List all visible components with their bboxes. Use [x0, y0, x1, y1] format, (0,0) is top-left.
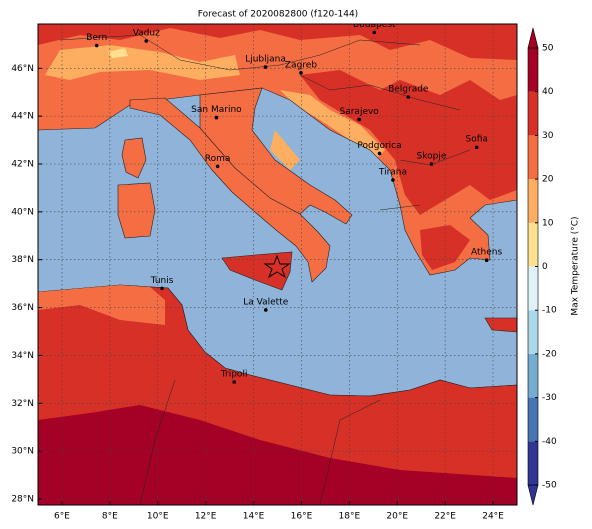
tunisia-coast [38, 285, 165, 325]
colorbar-label: Max Temperature (°C) [571, 216, 581, 315]
x-tick-label: 18°E [339, 512, 361, 522]
colorbar-tick-label: 20 [542, 175, 554, 185]
colorbar-band [528, 222, 538, 267]
grid [38, 24, 517, 505]
x-tick-label: 8°E [102, 512, 118, 522]
sardinia [117, 182, 156, 239]
colorbar-tick-label: -20 [542, 349, 557, 359]
city-dot [299, 71, 303, 75]
x-tick-label: 14°E [243, 512, 265, 522]
city-label: Tripoli [220, 369, 248, 379]
city-label: Tirana [378, 168, 407, 178]
city-dot [372, 30, 377, 35]
alps-cool [45, 45, 240, 80]
apennines [270, 130, 300, 170]
city-label: Vaduz [133, 28, 160, 38]
colorbar-tick-label: 50 [542, 44, 554, 54]
city-dot [263, 308, 268, 312]
y-tick-label: 30°N [11, 447, 34, 457]
city-dot [144, 39, 149, 43]
city-dot [215, 164, 220, 169]
city-label: Belgrade [388, 84, 429, 94]
colorbar-band [528, 441, 538, 485]
x-tick-label: 6°E [54, 512, 70, 522]
city-dot [377, 151, 382, 156]
colorbar-band [528, 135, 538, 180]
colorbar-tick-label: 30 [542, 131, 554, 141]
y-tick-label: 32°N [11, 399, 34, 409]
city-dot [160, 286, 164, 291]
colorbar-tick-label: 40 [542, 87, 554, 97]
y-tick-label: 40°N [11, 207, 34, 217]
y-tick-label: 38°N [11, 255, 34, 265]
city-label: San Marino [191, 105, 242, 115]
x-tick-label: 12°E [195, 512, 217, 522]
y-tick-label: 36°N [11, 303, 34, 313]
balkan-warm [300, 70, 517, 215]
colorbar-band [528, 48, 538, 92]
x-tick-label: 20°E [386, 512, 408, 522]
city-dot [391, 178, 395, 182]
city-dot [263, 65, 268, 69]
dinaric-cool [280, 90, 385, 160]
city-dot [406, 95, 411, 99]
city-label: Zagreb [285, 60, 317, 70]
borders [59, 34, 471, 211]
city-label: Sofia [466, 135, 488, 145]
colorbar-tick-label: -40 [542, 437, 557, 447]
city-label: Bern [86, 33, 107, 43]
colorbar-tick-label: -30 [542, 393, 557, 403]
colorbar-tick-label: 10 [542, 218, 554, 228]
colorbar-tick-label: -10 [542, 306, 557, 316]
star-marker [263, 254, 291, 279]
city-dot [232, 380, 236, 384]
city-dot [94, 43, 99, 48]
city-label: Budapest [353, 20, 396, 30]
y-tick-label: 44°N [11, 112, 34, 122]
greece-warm [420, 225, 470, 270]
colorbar-tick-label: -50 [542, 481, 557, 491]
colorbar-band [528, 266, 538, 311]
colorbar-band [528, 353, 538, 398]
alps-cold [108, 48, 128, 58]
colorbar-band [528, 91, 538, 136]
x-tick-label: 16°E [291, 512, 313, 522]
city-label: Podgorica [357, 141, 401, 151]
colorbar-band [528, 179, 538, 223]
africa-borders [139, 379, 381, 505]
city-label: Skopje [417, 151, 447, 161]
city-label: Roma [205, 154, 231, 164]
x-tick-label: 22°E [434, 512, 456, 522]
y-tick-label: 34°N [11, 351, 34, 361]
corsica [121, 137, 147, 179]
city-label: Sarajevo [340, 107, 380, 117]
colorbar-band [528, 310, 538, 354]
city-dot [429, 162, 434, 166]
y-tick-label: 46°N [11, 64, 34, 74]
map-frame [37, 23, 518, 506]
city-dot [484, 258, 489, 262]
city-label: La Valette [243, 297, 288, 307]
x-tick-label: 24°E [482, 512, 504, 522]
city-label: Tunis [150, 276, 174, 286]
city-label: Athens [471, 248, 502, 258]
city-dot [357, 117, 361, 122]
italy [129, 87, 353, 283]
colorbar-extend-bottom [527, 484, 539, 506]
colorbar-band [528, 397, 538, 442]
title: Forecast of 2020082800 (f120-144) [198, 10, 358, 20]
y-tick-label: 28°N [11, 495, 34, 505]
x-tick-label: 10°E [147, 512, 169, 522]
colorbar-extend-top [527, 27, 539, 49]
city-dot [474, 145, 479, 150]
y-tick-label: 42°N [11, 159, 34, 169]
city-label: Ljubljana [245, 55, 286, 65]
colorbar-tick-label: 0 [542, 262, 548, 272]
city-dot [214, 115, 219, 120]
colorbar: -50 -40 -30 -20 -10 0 10 20 30 40 50 [527, 27, 557, 506]
axes: 6°E 8°E 10°E 12°E 14°E 16°E 18°E 20°E 22°E 24°E 28… [11, 64, 504, 522]
